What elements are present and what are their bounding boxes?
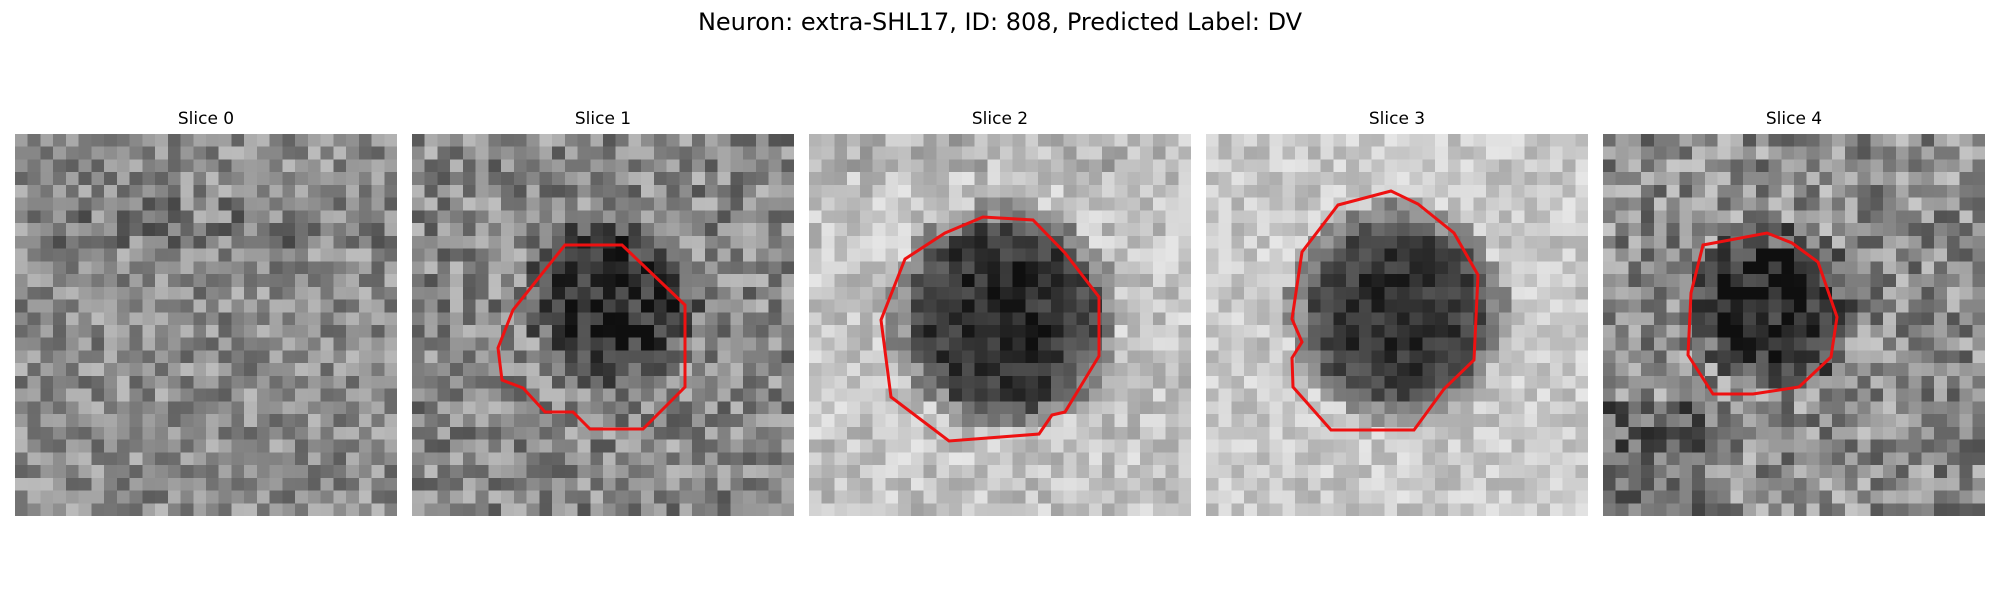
slice-4-title: Slice 4 xyxy=(1765,109,1823,129)
slice-3-title: Slice 3 xyxy=(1368,109,1426,129)
slice-0-image xyxy=(15,134,397,516)
slice-1-title: Slice 1 xyxy=(574,109,632,129)
slice-1-image xyxy=(412,134,794,516)
slice-3-image xyxy=(1206,134,1588,516)
slice-2-title: Slice 2 xyxy=(971,109,1029,129)
slice-2-image xyxy=(809,134,1191,516)
slice-0-title: Slice 0 xyxy=(177,109,235,129)
slice-4-image xyxy=(1603,134,1985,516)
figure-title: Neuron: extra-SHL17, ID: 808, Predicted … xyxy=(697,8,1303,36)
